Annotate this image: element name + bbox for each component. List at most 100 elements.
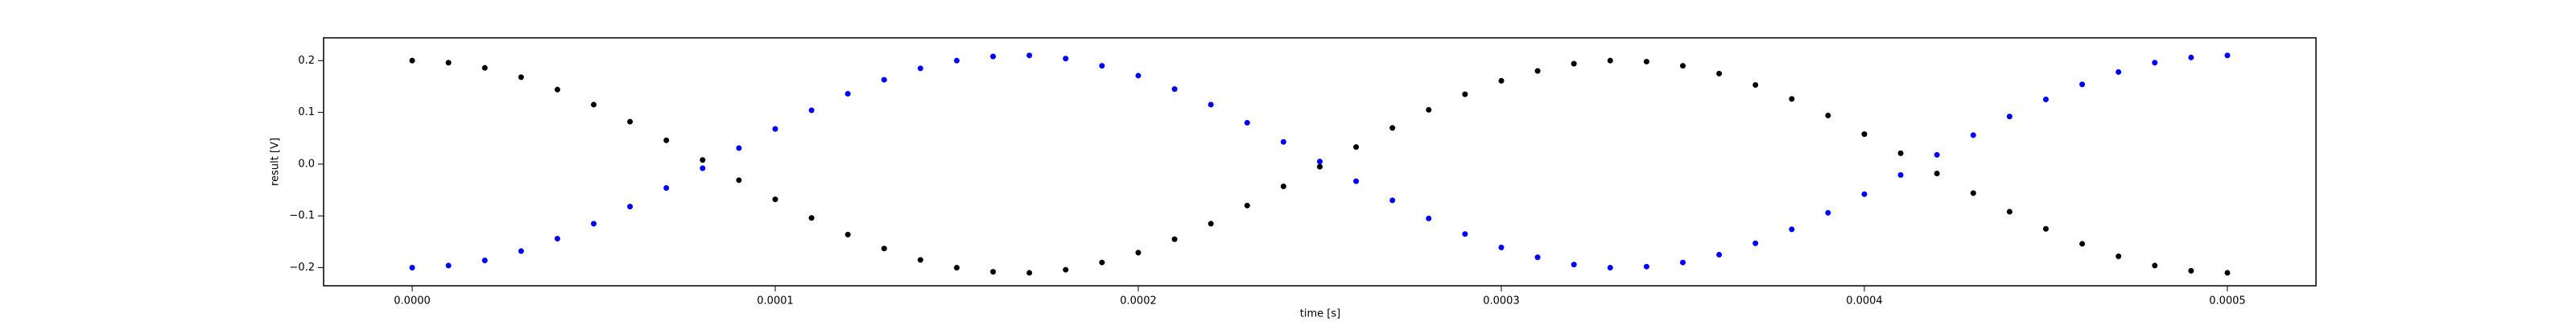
point <box>917 257 923 263</box>
y-tick-label: 0.1 <box>298 106 315 118</box>
point <box>663 137 670 143</box>
y-tick-label: −0.2 <box>289 262 315 274</box>
point <box>736 177 742 184</box>
point <box>554 86 560 93</box>
point <box>1970 132 1976 138</box>
point <box>2006 208 2013 215</box>
point <box>409 264 415 270</box>
x-tick-label: 0.0005 <box>2209 295 2246 308</box>
point <box>2224 270 2231 276</box>
point <box>1317 159 1323 165</box>
point <box>954 264 960 270</box>
point <box>1534 254 1541 261</box>
point <box>700 165 706 171</box>
point <box>1607 264 1613 270</box>
point <box>2042 97 2049 103</box>
point <box>2152 262 2158 269</box>
point <box>1389 125 1396 131</box>
point <box>1353 178 1360 184</box>
point <box>1135 72 1141 79</box>
point <box>1607 57 1613 64</box>
point <box>1534 68 1541 74</box>
point <box>2152 60 2158 66</box>
point <box>1063 56 1069 62</box>
point <box>1135 250 1141 256</box>
point <box>1897 171 1904 178</box>
point <box>445 60 452 66</box>
point <box>518 248 524 254</box>
point <box>1244 119 1250 126</box>
point <box>1861 191 1868 197</box>
point <box>1643 59 1649 65</box>
point <box>881 76 887 83</box>
point <box>1462 231 1468 237</box>
point <box>663 184 670 191</box>
point <box>1752 240 1759 246</box>
point <box>990 53 997 60</box>
point <box>627 204 634 210</box>
point <box>2116 253 2122 259</box>
point <box>2224 52 2231 59</box>
point <box>1643 263 1649 270</box>
point <box>1353 144 1360 151</box>
point <box>1426 215 1432 221</box>
point <box>1970 190 1976 196</box>
x-tick-label: 0.0002 <box>1120 295 1157 308</box>
point <box>1171 236 1178 242</box>
point <box>1498 77 1505 84</box>
point <box>2079 241 2086 247</box>
point <box>591 221 597 227</box>
point <box>808 215 815 221</box>
point <box>1099 63 1105 69</box>
point <box>2079 81 2086 88</box>
x-tick-label: 0.0004 <box>1846 295 1883 308</box>
point <box>1716 251 1723 258</box>
point <box>1571 262 1577 268</box>
y-tick-label: 0.0 <box>298 158 315 170</box>
point <box>1099 259 1105 266</box>
point <box>2006 114 2013 120</box>
point <box>1789 226 1795 233</box>
point <box>1317 163 1323 170</box>
y-tick-label: −0.1 <box>289 210 315 222</box>
point <box>808 107 815 114</box>
point <box>1934 170 1940 176</box>
point <box>1244 202 1250 208</box>
point <box>844 231 851 237</box>
point <box>1063 266 1069 273</box>
y-axis-label: result [V] <box>270 138 282 186</box>
point <box>1752 82 1759 89</box>
x-tick-label: 0.0003 <box>1483 295 1520 308</box>
point <box>409 57 415 64</box>
y-tick-label: 0.2 <box>298 55 315 67</box>
plot-frame <box>323 37 2317 287</box>
point <box>1426 106 1432 113</box>
point <box>445 262 452 269</box>
point <box>917 65 923 72</box>
point <box>1861 131 1868 138</box>
point <box>1825 209 1831 216</box>
point <box>1462 91 1468 97</box>
point <box>1208 221 1214 227</box>
point <box>627 118 634 125</box>
point <box>1498 244 1505 250</box>
point <box>1789 96 1795 102</box>
point <box>2042 225 2049 232</box>
point <box>1897 150 1904 156</box>
point <box>772 196 778 203</box>
point <box>1208 101 1214 108</box>
point <box>1679 259 1686 266</box>
point <box>1026 52 1033 59</box>
point <box>1825 112 1831 118</box>
x-tick-label: 0.0001 <box>757 295 794 308</box>
point <box>1716 70 1723 76</box>
point <box>736 145 742 151</box>
point <box>2188 267 2194 274</box>
point <box>700 157 706 163</box>
point <box>844 90 851 97</box>
x-tick-label: 0.0000 <box>394 295 431 308</box>
point <box>518 74 524 80</box>
point <box>1934 151 1940 158</box>
point <box>2116 68 2122 75</box>
